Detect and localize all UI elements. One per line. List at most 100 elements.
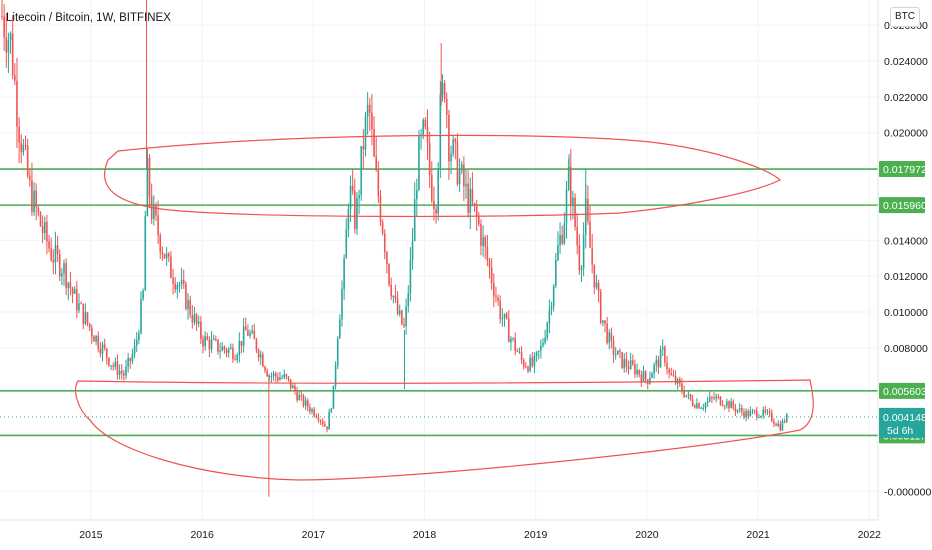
candle-body	[232, 347, 234, 360]
candle-body	[507, 318, 510, 343]
candle-body	[31, 180, 33, 212]
candle-body	[711, 396, 713, 398]
candle-body	[146, 158, 149, 216]
candle-body	[383, 233, 386, 253]
candle-body	[745, 411, 747, 418]
x-tick-label: 2017	[302, 529, 326, 541]
candle-body	[1, 16, 3, 18]
candle-body	[456, 142, 459, 185]
candle-body	[253, 330, 256, 340]
candle-body	[242, 326, 245, 346]
candle-body	[298, 395, 301, 401]
candle-body	[390, 284, 392, 297]
candle-body	[480, 223, 482, 246]
candle-body	[512, 338, 514, 340]
y-tick-label: 0.020000	[884, 128, 928, 140]
candle-body	[666, 362, 668, 370]
candle-body	[324, 424, 326, 427]
current-price-tag	[879, 407, 925, 438]
candle-body	[321, 420, 324, 425]
candle-body	[706, 400, 709, 404]
x-axis-ticks: 2015 2016 2017 2018 2019 2020 2021 2022	[79, 529, 881, 541]
candle-body	[174, 283, 176, 290]
candle-body	[738, 408, 741, 410]
candle-body	[478, 216, 480, 224]
candle-body	[439, 94, 442, 169]
candle-body	[204, 336, 206, 347]
candle-body	[22, 144, 25, 153]
lower-ellipse-annotation[interactable]	[75, 379, 814, 481]
candle-body	[5, 37, 8, 53]
candle-body	[37, 207, 40, 213]
candle-body	[544, 337, 546, 343]
y-tick-label: 0.010000	[884, 307, 928, 319]
candle-body	[760, 415, 762, 418]
candle-body	[602, 320, 604, 323]
candle-body	[764, 409, 767, 413]
candle-body	[46, 221, 48, 242]
candle-body	[123, 373, 125, 376]
candle-body	[84, 312, 87, 324]
candle-body	[221, 346, 224, 351]
candle-body	[78, 303, 80, 311]
price-axis[interactable]	[878, 0, 932, 550]
candle-body	[418, 135, 420, 191]
candle-body	[330, 408, 333, 412]
candle-body	[734, 407, 737, 412]
candle-body	[294, 385, 296, 392]
upper-ellipse-annotation[interactable]	[104, 134, 782, 218]
candle-body	[153, 205, 155, 219]
currency-button[interactable]: BTC	[890, 7, 920, 27]
candle-body	[208, 339, 211, 350]
candle-body	[691, 399, 694, 406]
candle-body	[561, 235, 564, 244]
annotations[interactable]	[75, 134, 814, 481]
candle-body	[580, 268, 583, 271]
candle-body	[659, 349, 662, 368]
candle-body	[396, 298, 399, 314]
candle-body	[510, 338, 512, 343]
x-tick-label: 2018	[413, 529, 437, 541]
candle-body	[450, 153, 452, 162]
candle-body	[651, 373, 653, 378]
candle-body	[18, 126, 20, 143]
candle-body	[762, 409, 765, 416]
candle-body	[371, 112, 373, 130]
candle-body	[52, 259, 55, 263]
candle-body	[229, 347, 232, 349]
candle-body	[50, 248, 52, 260]
candle-body	[719, 396, 722, 405]
candle-body	[116, 361, 119, 375]
candle-body	[751, 410, 754, 412]
candle-body	[332, 385, 335, 409]
candle-body	[642, 371, 645, 382]
candle-body	[135, 340, 138, 346]
candle-body	[743, 411, 745, 418]
candle-body	[631, 360, 634, 365]
candle-body	[422, 120, 425, 135]
candle-body	[377, 169, 380, 197]
candle-body	[529, 357, 531, 372]
candle-body	[257, 350, 260, 358]
candle-body	[285, 374, 288, 377]
candle-body	[437, 168, 440, 214]
candle-body	[578, 245, 581, 271]
candle-body	[206, 336, 209, 340]
candle-body	[696, 403, 698, 408]
candle-body	[279, 377, 281, 381]
candle-body	[185, 283, 187, 310]
candle-body	[240, 340, 243, 346]
candle-body	[552, 285, 555, 307]
candle-body	[349, 186, 352, 209]
candle-body	[591, 247, 593, 265]
candle-body	[283, 374, 286, 378]
candle-body	[155, 205, 157, 216]
candle-body	[587, 198, 589, 222]
candle-body	[668, 369, 670, 373]
candle-body	[726, 401, 728, 406]
candle-body	[565, 189, 568, 224]
candle-body	[328, 411, 330, 430]
candle-body	[3, 16, 5, 38]
